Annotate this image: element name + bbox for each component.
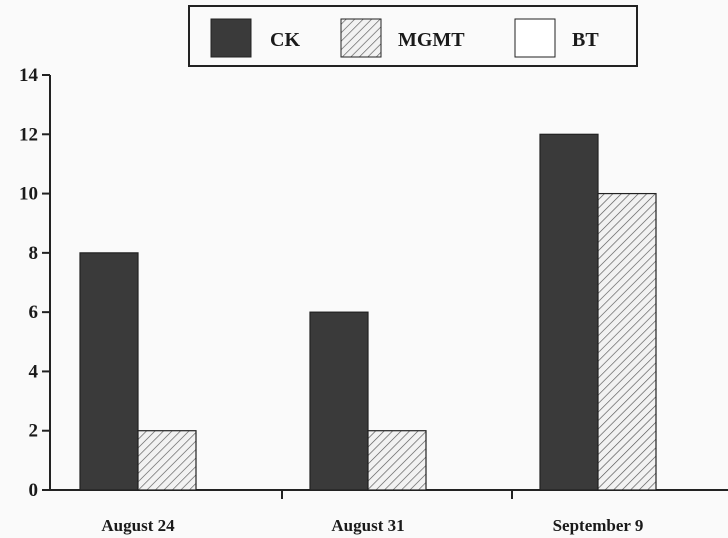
- y-tick-label: 8: [29, 243, 39, 264]
- y-tick-label: 12: [19, 124, 38, 145]
- legend-label-ck: CK: [270, 29, 300, 51]
- legend-swatch-bt: [514, 18, 556, 58]
- bar-mgmt: [597, 192, 657, 491]
- y-tick-label: 2: [29, 421, 39, 442]
- bar-ck: [79, 252, 139, 491]
- y-tick-label: 10: [19, 184, 38, 205]
- y-tick-label: 4: [29, 361, 39, 382]
- x-tick-label: August 24: [101, 516, 175, 535]
- x-tick-label: August 31: [331, 516, 404, 535]
- y-tick-label: 6: [29, 302, 39, 323]
- bar-mgmt: [367, 430, 427, 491]
- bar-mgmt: [137, 430, 197, 491]
- x-tick-label: September 9: [553, 516, 644, 535]
- legend-label-mgmt: MGMT: [398, 29, 465, 51]
- bar-ck: [309, 311, 369, 491]
- y-tick-label: 0: [29, 480, 39, 501]
- legend: CK MGMT BT: [188, 5, 638, 67]
- legend-swatch-ck: [210, 18, 252, 58]
- legend-swatch-mgmt: [340, 18, 382, 58]
- y-tick-label: 14: [19, 65, 39, 86]
- legend-frame: [188, 5, 638, 67]
- legend-label-bt: BT: [572, 29, 599, 51]
- bar-ck: [539, 133, 599, 491]
